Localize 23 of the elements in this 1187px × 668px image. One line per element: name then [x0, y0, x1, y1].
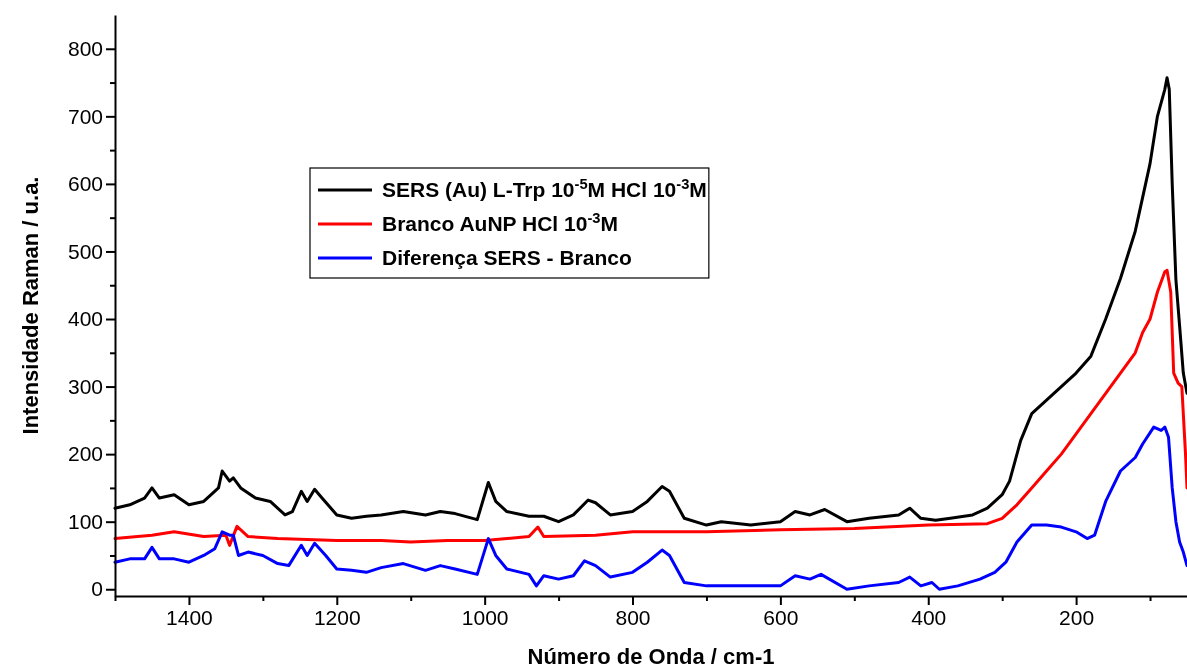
- x-tick-label: 400: [911, 606, 947, 629]
- legend-label: Diferença SERS - Branco: [382, 246, 632, 269]
- x-tick-label: 1200: [313, 606, 361, 629]
- y-tick-label: 0: [91, 577, 103, 601]
- x-tick-label: 200: [1059, 606, 1095, 629]
- legend-label: Branco AuNP HCl 10$^{-3}$M: [382, 210, 618, 235]
- x-axis-title: Número de Onda / cm-1: [527, 644, 775, 668]
- y-tick-label: 500: [67, 239, 103, 263]
- y-tick-label: 200: [67, 442, 103, 466]
- legend-label: SERS (Au) L-Trp 10$^{-5}$M HCl 10$^{-3}$M: [382, 176, 707, 201]
- x-tick-label: 1400: [166, 606, 213, 629]
- y-axis-title: Intensidade Raman / u.a.: [18, 176, 43, 435]
- x-tick-label: 800: [615, 606, 651, 629]
- line-series: [113, 268, 1187, 547]
- line-series: [113, 425, 1187, 591]
- y-tick-label: 300: [67, 374, 103, 398]
- y-tick-label: 600: [67, 172, 103, 196]
- x-tick-label: 1000: [461, 606, 509, 629]
- y-tick-label: 800: [67, 37, 103, 60]
- y-tick-label: 100: [67, 509, 103, 533]
- x-tick-label: 600: [763, 606, 799, 629]
- y-tick-label: 700: [67, 104, 103, 128]
- y-tick-label: 400: [67, 307, 103, 331]
